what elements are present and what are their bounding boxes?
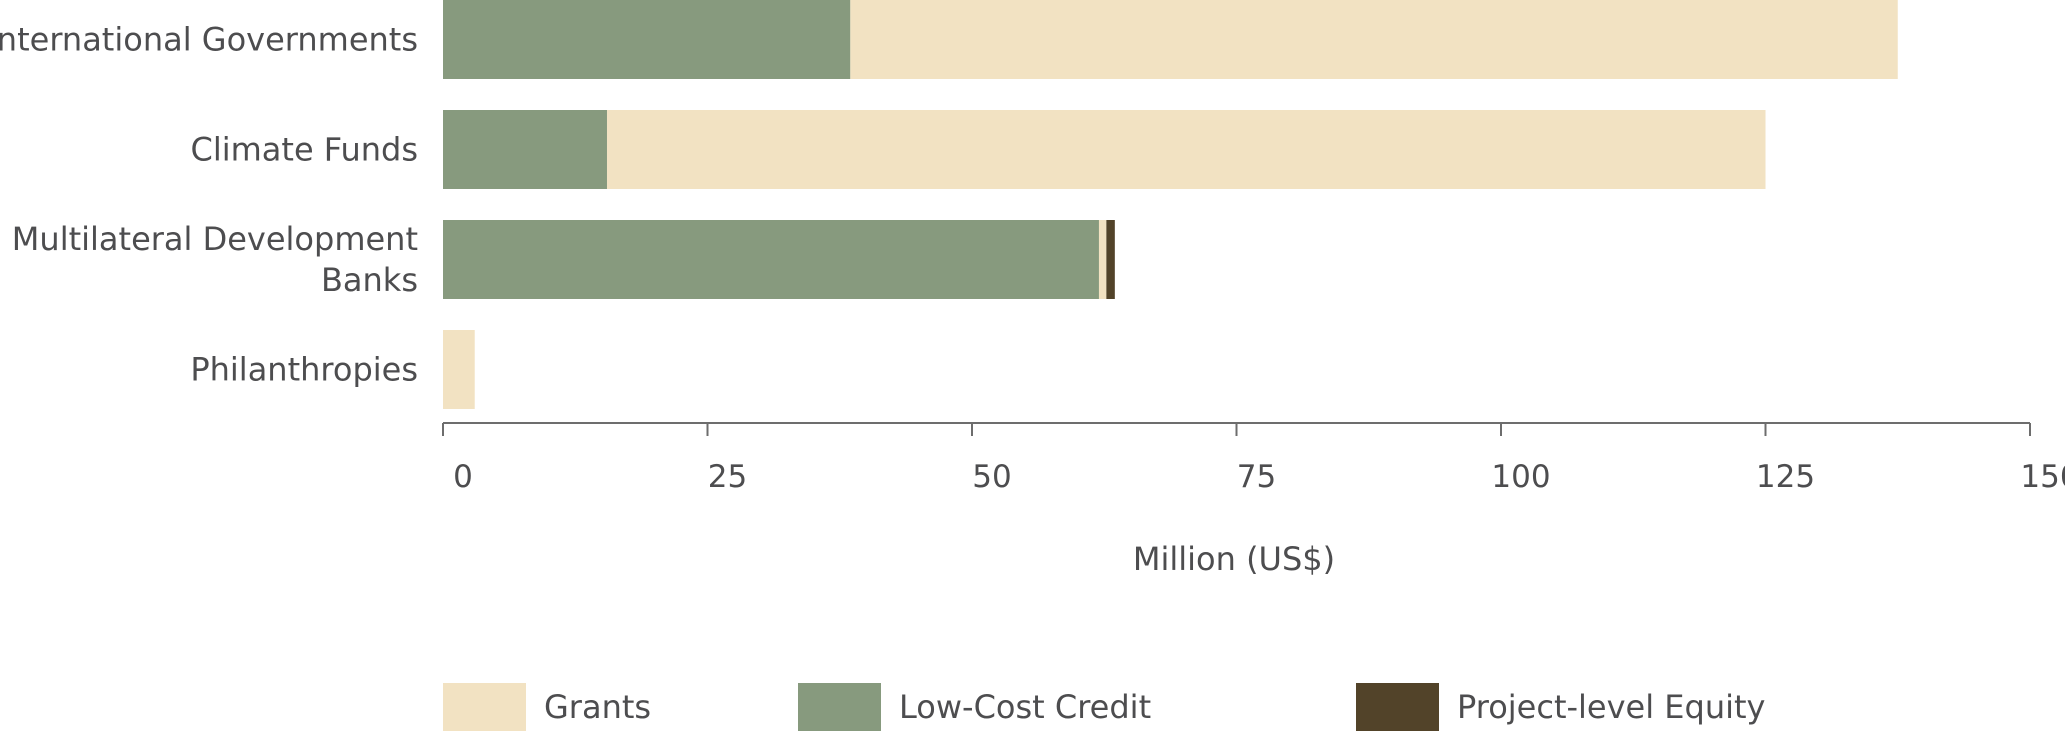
- x-tick-label: 25: [708, 459, 747, 495]
- legend-label-project-level-equity: Project-level Equity: [1457, 688, 1765, 726]
- x-tick-label: 50: [972, 459, 1011, 495]
- category-label: Climate Funds: [190, 131, 418, 169]
- bar-philanthropies-grants: [443, 330, 475, 409]
- legend-label-grants: Grants: [544, 688, 651, 726]
- bars-group: [443, 0, 1898, 409]
- category-label: Multilateral Development: [12, 220, 418, 258]
- category-labels: International Governments Climate Funds Mu…: [0, 21, 418, 389]
- bar-climate-funds-low-cost-credit: [443, 110, 607, 189]
- legend: Grants Low-Cost Credit Project-level Equit…: [443, 683, 1765, 731]
- bar-multilateral-development-banks-low-cost-credit: [443, 220, 1099, 299]
- x-axis-title: Million (US$): [1133, 540, 1335, 578]
- x-tick-label: 125: [1756, 459, 1815, 495]
- x-tick-label: 100: [1491, 459, 1550, 495]
- x-axis: 0 25 50 75 100 125 150: [442, 422, 2065, 495]
- bar-international-governments-low-cost-credit: [443, 0, 851, 79]
- legend-label-low-cost-credit: Low-Cost Credit: [899, 688, 1151, 726]
- bar-multilateral-development-banks-grants: [1098, 220, 1107, 299]
- bar-international-governments-grants: [850, 0, 1898, 79]
- category-label: Banks: [321, 261, 418, 299]
- category-label: International Governments: [0, 21, 418, 59]
- x-tick-label: 75: [1237, 459, 1276, 495]
- legend-swatch-grants: [443, 683, 526, 731]
- x-tick-label: 150: [2020, 459, 2065, 495]
- x-tick-label: 0: [453, 459, 473, 495]
- category-label: Philanthropies: [190, 351, 418, 389]
- legend-swatch-project-level-equity: [1356, 683, 1439, 731]
- bar-multilateral-development-banks-project-level-equity: [1106, 220, 1115, 299]
- bar-climate-funds-grants: [606, 110, 1766, 189]
- legend-swatch-low-cost-credit: [798, 683, 881, 731]
